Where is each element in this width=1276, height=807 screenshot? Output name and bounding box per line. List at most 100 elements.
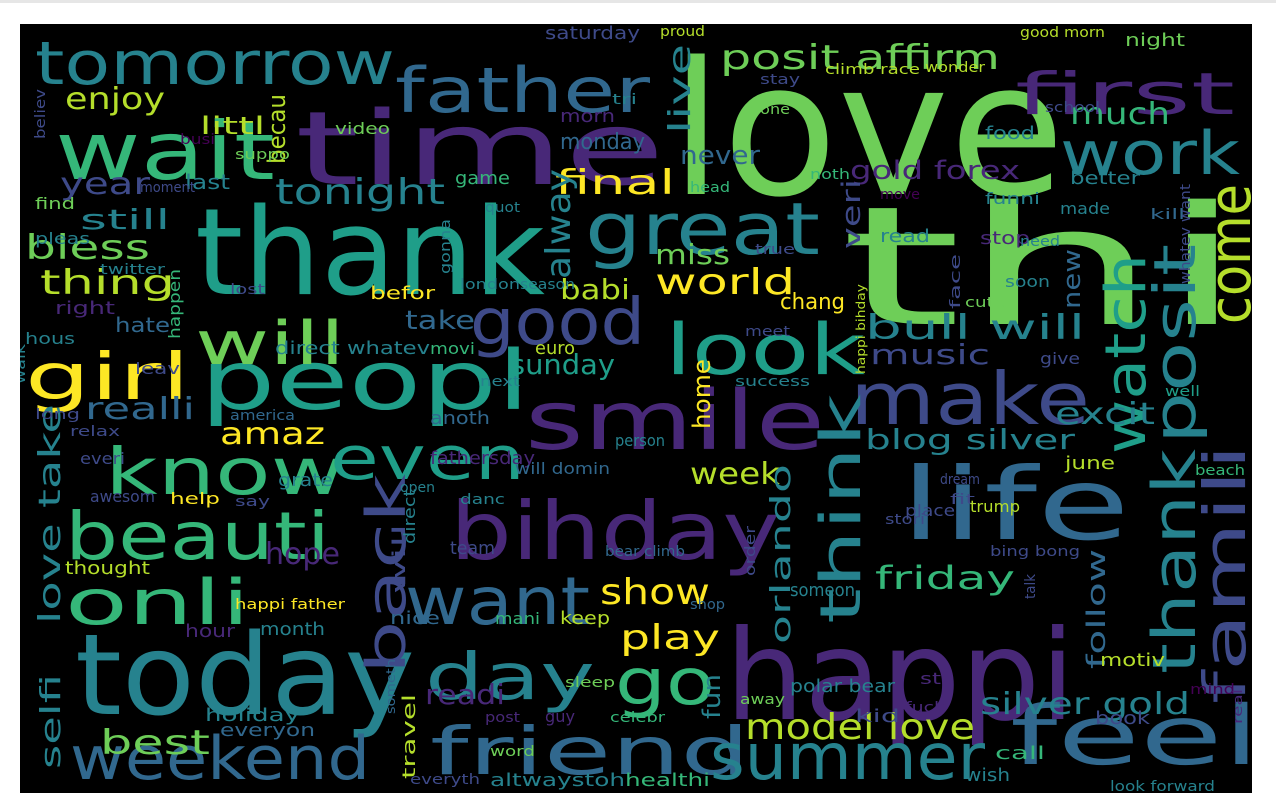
word-hour: hour bbox=[185, 621, 236, 642]
word-happen: happen bbox=[165, 269, 184, 339]
word-know: know bbox=[105, 436, 345, 510]
word-month: month bbox=[260, 619, 325, 640]
word-go: go bbox=[615, 646, 715, 720]
word-gold-forex: gold forex bbox=[850, 156, 1020, 186]
word-bear-climb: bear climb bbox=[605, 544, 685, 560]
word-proud: proud bbox=[660, 24, 705, 40]
word-enjoy: enjoy bbox=[65, 82, 165, 117]
word-better: better bbox=[1070, 168, 1141, 189]
word-busi: busi bbox=[180, 132, 215, 148]
word-holiday: holiday bbox=[205, 705, 301, 726]
word-quot: quot bbox=[485, 200, 521, 216]
word-weekend: weekend bbox=[70, 724, 370, 793]
word-mani: mani bbox=[495, 609, 540, 628]
word-realli: realli bbox=[85, 392, 195, 427]
word-make: make bbox=[850, 357, 1090, 441]
word-keep: keep bbox=[560, 608, 610, 629]
word-will: will bbox=[195, 309, 345, 379]
word-much: much bbox=[1070, 97, 1170, 132]
word-miss: miss bbox=[655, 238, 730, 271]
word-relax: relax bbox=[70, 424, 120, 440]
word-success: success bbox=[735, 374, 810, 390]
word-onli: onli bbox=[65, 566, 250, 639]
word-healthi: healthi bbox=[625, 770, 710, 791]
word-guy: guy bbox=[545, 707, 575, 726]
word-orlando: orlando bbox=[764, 464, 797, 644]
word-even: even bbox=[330, 424, 525, 494]
word-someth: someth bbox=[384, 659, 398, 714]
word-team: team bbox=[450, 538, 495, 559]
word-book: book bbox=[1095, 708, 1151, 729]
word-meet: meet bbox=[745, 324, 791, 340]
word-bull-will: bull will bbox=[865, 308, 1085, 348]
word-hope: hope bbox=[265, 537, 340, 572]
word-pleas: pleas bbox=[35, 229, 90, 248]
word-alway: alway bbox=[539, 169, 579, 279]
word-bihday: bihday bbox=[450, 485, 780, 578]
word-need: need bbox=[1020, 234, 1060, 250]
word-order: order bbox=[743, 526, 759, 576]
word-grate: grate bbox=[278, 470, 333, 491]
word-beauti: beauti bbox=[65, 498, 330, 575]
word-made: made bbox=[1060, 199, 1110, 218]
word-june: june bbox=[1064, 453, 1115, 474]
word-music: music bbox=[870, 338, 990, 371]
word-show: show bbox=[600, 572, 710, 613]
word-stop: stop bbox=[980, 228, 1030, 249]
word-video: video bbox=[335, 119, 390, 138]
word-love: love bbox=[670, 24, 1065, 238]
word-saturday: saturday bbox=[545, 24, 640, 44]
word-person: person bbox=[615, 431, 665, 450]
cell-divider bbox=[0, 0, 1276, 3]
word-head: head bbox=[690, 180, 730, 196]
word-danc: danc bbox=[460, 492, 505, 508]
word-twitter: twitter bbox=[100, 262, 165, 278]
word-game: game bbox=[455, 168, 510, 189]
word-life: life bbox=[900, 446, 1130, 563]
word-right: right bbox=[55, 298, 115, 319]
word-america: america bbox=[230, 408, 295, 424]
word-everyon: everyon bbox=[220, 720, 315, 741]
word-direct-whatev: direct whatev bbox=[275, 338, 430, 359]
word-post: post bbox=[485, 710, 521, 726]
word-will-domin: will domin bbox=[515, 459, 610, 478]
word-travel: travel bbox=[399, 694, 420, 779]
word-cloud: love thi thank happi time today life peopl smile… bbox=[20, 24, 1252, 793]
word-time: time bbox=[295, 90, 665, 209]
word-wish: wish bbox=[965, 765, 1010, 786]
word-year: year bbox=[60, 167, 151, 202]
word-fathersday: fathersday bbox=[430, 448, 535, 469]
word-open: open bbox=[400, 480, 435, 496]
word-happi-bihday: happi bihday bbox=[854, 284, 868, 374]
word-whatev-want: whatev want bbox=[1178, 183, 1194, 284]
word-new: new bbox=[1058, 249, 1086, 309]
word-will: will bbox=[389, 524, 410, 594]
word-bing-bong: bing bong bbox=[990, 544, 1080, 560]
word-everi: everi bbox=[80, 449, 125, 468]
word-london: london bbox=[460, 277, 520, 293]
word-still: still bbox=[80, 203, 170, 236]
word-season: season bbox=[520, 277, 575, 293]
word-give: give bbox=[1040, 349, 1080, 368]
word-want: want bbox=[405, 563, 590, 640]
word-bless: bless bbox=[25, 228, 150, 268]
word-altwaystoh: altwaystoh bbox=[490, 770, 625, 791]
word-wait: wait bbox=[55, 105, 275, 198]
word-say: say bbox=[235, 494, 270, 510]
word-motiv: motiv bbox=[1100, 650, 1165, 671]
word-leav: leav bbox=[135, 359, 180, 378]
word-love-take: love take bbox=[33, 404, 68, 624]
word-movi: movi bbox=[430, 339, 475, 358]
word-read: read bbox=[880, 226, 930, 247]
word-lost: lost bbox=[230, 282, 266, 298]
word-final: final bbox=[555, 163, 675, 203]
word-hous: hous bbox=[25, 329, 75, 348]
word-word: word bbox=[490, 744, 535, 760]
word-funni: funni bbox=[985, 189, 1040, 208]
word-today: today bbox=[75, 611, 415, 741]
word-tomorrow: tomorrow bbox=[35, 29, 395, 99]
word-look-forward: look forward bbox=[1110, 779, 1215, 793]
word-place: place bbox=[905, 501, 955, 520]
word-direct: direct bbox=[400, 489, 419, 544]
